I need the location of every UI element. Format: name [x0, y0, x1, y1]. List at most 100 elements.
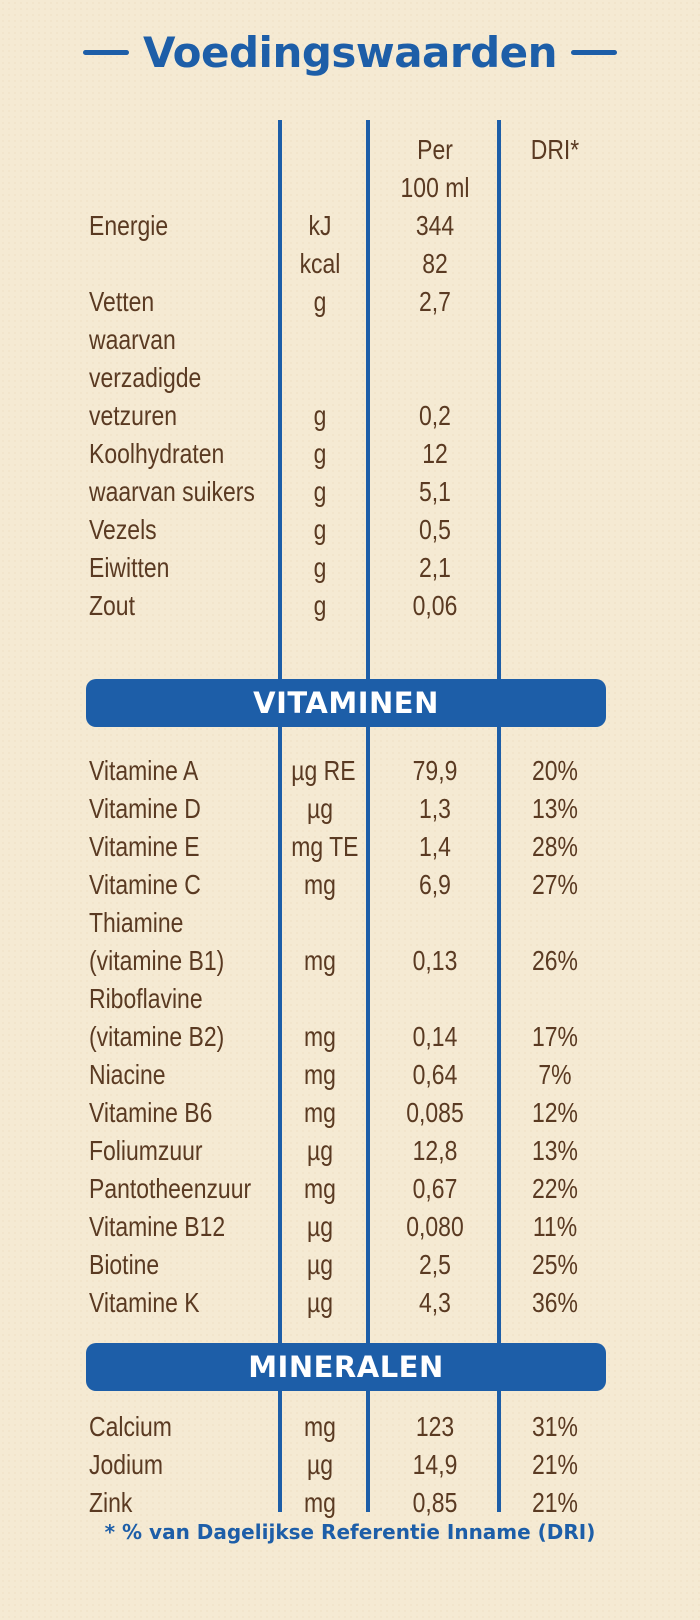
- row-unit: mg: [304, 869, 336, 900]
- row-value: 0,13: [412, 945, 458, 976]
- row-dri: 13%: [532, 1135, 578, 1166]
- row-unit: µg: [306, 1287, 334, 1318]
- row-unit: kJ: [308, 210, 332, 241]
- row-name: Zink: [89, 1487, 133, 1518]
- row-unit: mg: [304, 1487, 336, 1518]
- row-unit: µg: [306, 793, 334, 824]
- title-dash-left: [82, 50, 129, 55]
- row-value: 123: [415, 1411, 455, 1442]
- row-value: 0,2: [419, 400, 451, 431]
- row-value: 5,1: [419, 476, 451, 507]
- row-name: waarvan: [89, 324, 176, 355]
- row-value: 12: [422, 438, 448, 469]
- row-value: 0,5: [419, 514, 451, 545]
- row-value: 0,080: [406, 1211, 464, 1242]
- column-divider-2: [366, 120, 370, 1512]
- row-dri: 22%: [532, 1173, 578, 1204]
- row-value: 0,06: [412, 590, 458, 621]
- row-name: waarvan suikers: [89, 476, 255, 507]
- row-value: 2,1: [419, 552, 451, 583]
- row-value: 82: [422, 248, 448, 279]
- row-name: Thiamine: [89, 907, 184, 938]
- row-dri: 27%: [532, 869, 578, 900]
- row-name: Zout: [89, 590, 135, 621]
- row-dri: 21%: [532, 1487, 578, 1518]
- row-name: (vitamine B2): [89, 1021, 225, 1052]
- header-dri: DRI*: [530, 134, 580, 165]
- row-unit: mg: [304, 945, 336, 976]
- row-dri: 36%: [532, 1287, 578, 1318]
- row-value: 1,4: [419, 831, 451, 862]
- row-unit: g: [313, 514, 327, 545]
- row-dri: 11%: [532, 1211, 578, 1242]
- row-dri: 28%: [532, 831, 578, 862]
- row-value: 79,9: [412, 755, 458, 786]
- row-unit: µg RE: [291, 755, 356, 786]
- row-dri: 17%: [532, 1021, 578, 1052]
- row-name: Foliumzuur: [89, 1135, 203, 1166]
- column-divider-1: [278, 120, 282, 1512]
- page-title: Voedingswaarden: [0, 28, 700, 77]
- row-unit: g: [313, 552, 327, 583]
- row-name: Vitamine D: [89, 793, 201, 824]
- column-divider-3: [497, 120, 501, 1512]
- title-text: Voedingswaarden: [142, 28, 558, 77]
- row-value: 344: [415, 210, 455, 241]
- row-dri: 31%: [532, 1411, 578, 1442]
- row-value: 14,9: [412, 1449, 458, 1480]
- row-value: 6,9: [419, 869, 451, 900]
- row-dri: 26%: [532, 945, 578, 976]
- row-unit: g: [313, 438, 327, 469]
- row-dri: 13%: [532, 793, 578, 824]
- row-dri: 21%: [532, 1449, 578, 1480]
- row-value: 0,085: [406, 1097, 464, 1128]
- row-unit: µg: [306, 1449, 334, 1480]
- row-unit: g: [313, 476, 327, 507]
- vitamins-banner: VITAMINEN: [86, 679, 606, 727]
- row-name: Energie: [89, 210, 169, 241]
- header-per: Per: [417, 134, 453, 165]
- row-unit: kcal: [299, 248, 341, 279]
- row-unit: µg: [306, 1249, 334, 1280]
- header-100ml: 100 ml: [400, 172, 470, 203]
- row-unit: mg: [304, 1097, 336, 1128]
- row-name: Jodium: [89, 1449, 164, 1480]
- row-name: Vitamine K: [89, 1287, 200, 1318]
- title-dash-right: [571, 50, 618, 55]
- row-unit: mg: [304, 1411, 336, 1442]
- row-name: Vitamine E: [89, 831, 200, 862]
- row-unit: µg: [306, 1135, 334, 1166]
- row-name: Vitamine A: [89, 755, 199, 786]
- row-name: Vitamine B12: [89, 1211, 226, 1242]
- row-value: 0,85: [412, 1487, 458, 1518]
- row-name: Eiwitten: [89, 552, 170, 583]
- row-unit: mg: [304, 1173, 336, 1204]
- minerals-banner: MINERALEN: [86, 1343, 606, 1391]
- row-value: 0,64: [412, 1059, 458, 1090]
- row-name: vetzuren: [89, 400, 178, 431]
- row-value: 1,3: [419, 793, 451, 824]
- row-name: Vitamine B6: [89, 1097, 213, 1128]
- row-dri: 20%: [532, 755, 578, 786]
- row-unit: g: [313, 400, 327, 431]
- row-unit: g: [313, 590, 327, 621]
- row-dri: 12%: [532, 1097, 578, 1128]
- row-name: Vitamine C: [89, 869, 201, 900]
- row-name: (vitamine B1): [89, 945, 225, 976]
- row-value: 0,67: [412, 1173, 458, 1204]
- row-name: Vetten: [89, 286, 155, 317]
- row-unit: mg: [304, 1059, 336, 1090]
- row-value: 12,8: [412, 1135, 458, 1166]
- row-unit: g: [313, 286, 327, 317]
- row-name: Vezels: [89, 514, 157, 545]
- row-name: verzadigde: [89, 362, 202, 393]
- row-name: Riboflavine: [89, 983, 203, 1014]
- row-name: Biotine: [89, 1249, 160, 1280]
- row-dri: 25%: [532, 1249, 578, 1280]
- row-name: Niacine: [89, 1059, 166, 1090]
- row-value: 2,5: [419, 1249, 451, 1280]
- row-name: Pantotheenzuur: [89, 1173, 252, 1204]
- row-unit: mg: [304, 1021, 336, 1052]
- row-unit: µg: [306, 1211, 334, 1242]
- footnote: * % van Dagelijkse Referentie Inname (DR…: [104, 1520, 596, 1544]
